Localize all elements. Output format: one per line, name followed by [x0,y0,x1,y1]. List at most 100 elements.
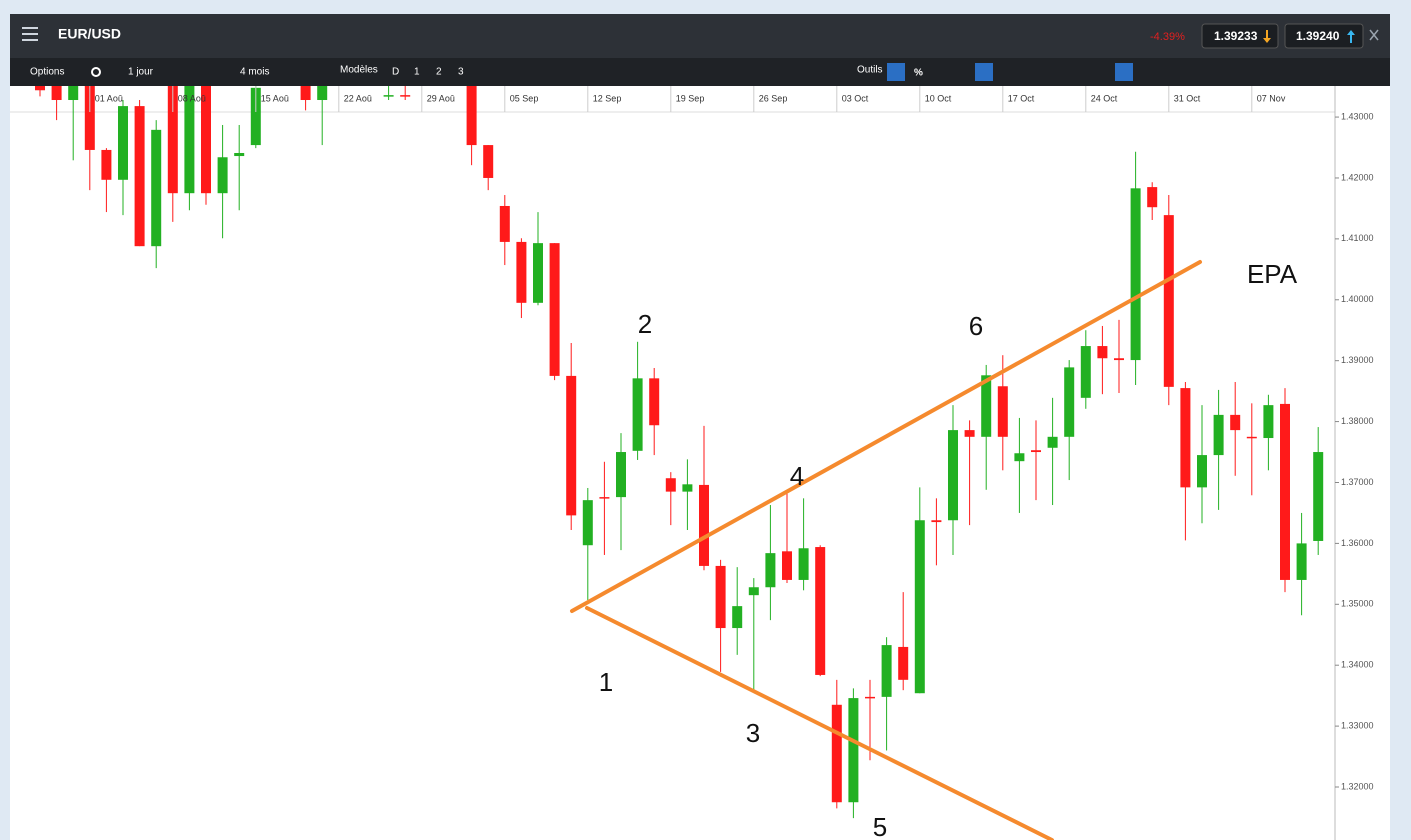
x-tick-label: 24 Oct [1091,93,1118,103]
candle-body [68,86,79,101]
annotation: EPA [1247,259,1298,289]
candle-body [1147,187,1158,208]
candle-body [167,86,178,194]
ask-arrow [1347,30,1355,43]
x-tick-label: 15 Aoû [261,93,289,103]
candle-body [1047,436,1058,448]
bid: 1.39233 [1214,29,1258,43]
candle-body [1280,403,1290,580]
toolbar [10,58,1390,86]
menu-icon[interactable] [22,27,38,41]
annotation: 2 [638,309,652,339]
x-tick-label: 29 Aoû [427,93,455,103]
candle-body [234,152,245,157]
tools[interactable]: Outils [857,65,883,76]
candle-body [1163,215,1174,387]
candle-body [782,551,792,580]
y-tick-label: 1.43000 [1341,111,1374,121]
x-tick-label: 10 Oct [925,93,952,103]
date-strip [10,86,1335,112]
ask: 1.39240 [1296,29,1340,43]
tool-button[interactable] [1115,63,1133,81]
y-tick-label: 1.36000 [1341,538,1374,548]
settings-icon[interactable] [91,67,101,77]
title-bar [10,14,1390,58]
x-tick-label: 03 Oct [842,93,869,103]
candle-body [682,484,693,492]
candle-body [931,520,942,523]
x-tick-label: 05 Sep [510,93,539,103]
candle-body [1130,188,1141,361]
candle-body [566,375,577,516]
candle-body [981,375,992,437]
y-tick-label: 1.33000 [1341,720,1374,730]
candle-body [383,95,394,97]
trendlines [570,260,1202,840]
candle-body [400,95,411,97]
tool-button[interactable] [887,63,905,81]
candle-body [748,587,759,596]
candle-body [1114,358,1124,361]
candle-body [1064,367,1075,437]
annotation: 6 [969,311,983,341]
candle-body [1097,346,1108,359]
candle-body [533,243,543,303]
candle-body [217,157,228,194]
candle-body [649,378,660,426]
x-tick-label: 19 Sep [676,93,705,103]
candle-body [151,129,162,247]
candle-body [715,565,726,629]
bid-box[interactable] [1201,23,1279,49]
options[interactable]: Options [30,67,64,78]
candle-body [466,86,477,146]
candle-body [848,698,859,803]
annotation: 1 [599,667,613,697]
x-tick-label: 12 Sep [593,93,622,103]
change: -4.39% [1150,31,1185,43]
y-tick-label: 1.35000 [1341,599,1374,609]
range[interactable]: 4 mois [240,67,269,78]
candle-body [765,553,776,588]
candle-body [134,106,145,247]
close-button[interactable] [1369,29,1379,41]
x-tick-label: 31 Oct [1174,93,1201,103]
candle-body [798,548,809,580]
template-button[interactable]: 1 [414,67,420,78]
annotation: 5 [873,812,887,840]
candle-body [317,86,328,101]
candles [35,86,1324,819]
x-tick-label: 07 Nov [1257,93,1286,103]
labels: 1 2 3 4 5 6 EPA [599,259,1298,840]
tool-percent[interactable]: % [914,68,923,79]
candle-body [948,430,958,521]
period[interactable]: 1 jour [128,67,154,78]
y-tick-label: 1.38000 [1341,416,1374,426]
x-tick-label: 22 Aoû [344,93,372,103]
tool-button[interactable] [975,63,993,81]
candle-body [250,87,261,146]
candle-body [483,145,494,178]
candle-body [1031,450,1041,453]
candle-body [699,484,709,566]
candle-body [1197,455,1207,488]
template-button[interactable]: D [392,67,399,78]
candle-body [898,646,909,680]
candle-body [51,86,62,101]
candle-body [632,378,643,451]
template-button[interactable]: 3 [458,67,464,78]
x-tick-label: 26 Sep [759,93,788,103]
candle-body [732,606,743,629]
y-tick-label: 1.40000 [1341,294,1374,304]
template-button[interactable]: 2 [436,67,442,78]
candle-body [201,86,211,194]
templates[interactable]: Modèles [340,65,378,76]
window [10,14,1390,840]
candle-body [997,386,1008,437]
ask-box[interactable] [1284,23,1364,49]
candle-body [831,704,842,803]
candle-body [1213,414,1224,456]
candle-body [964,430,975,437]
candle-body [118,106,128,180]
candle-body [881,645,892,697]
upper-trendline [570,260,1202,613]
